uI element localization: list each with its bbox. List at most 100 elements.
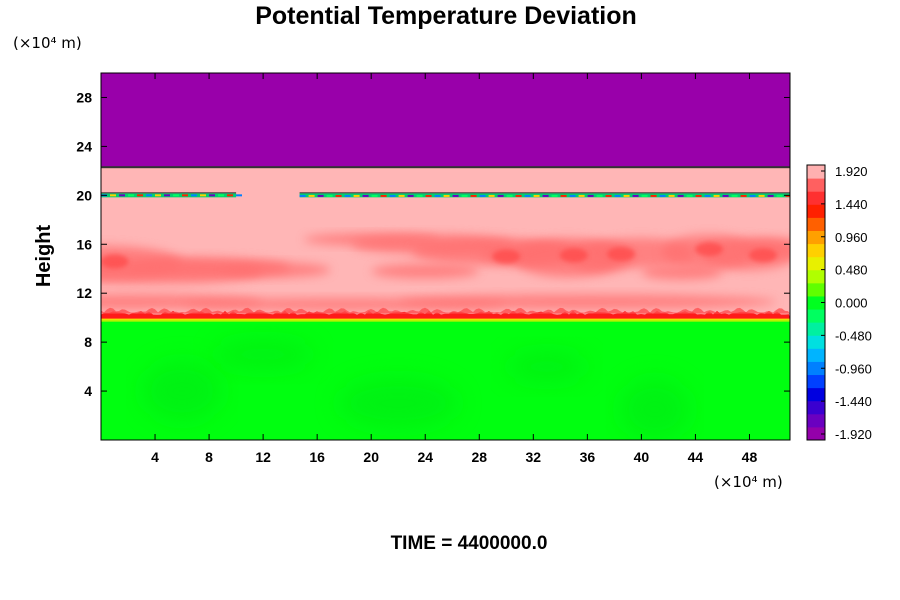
y-tick-label: 12 bbox=[76, 285, 92, 301]
band-streak bbox=[371, 194, 378, 197]
y-tick-label: 28 bbox=[76, 89, 92, 105]
colorbar-swatch bbox=[807, 348, 825, 362]
band-streak bbox=[740, 194, 747, 197]
band-streak bbox=[677, 194, 684, 197]
band-edge-0 bbox=[101, 192, 237, 194]
x-tick-label: 16 bbox=[309, 449, 325, 465]
band-streak bbox=[641, 194, 648, 197]
band-streak bbox=[164, 194, 170, 197]
band-streak bbox=[209, 194, 215, 197]
y-axis-ticks: 4 8 12 16 20 24 28 bbox=[76, 89, 790, 399]
band-streak bbox=[452, 194, 459, 197]
band-streak bbox=[695, 194, 702, 197]
band-streak bbox=[398, 194, 405, 197]
warm-core-1 bbox=[559, 248, 588, 263]
band-streak bbox=[155, 194, 161, 197]
y-tick-label: 20 bbox=[76, 187, 92, 203]
colorbar-swatch bbox=[807, 309, 825, 323]
colorbar-swatch bbox=[807, 335, 825, 349]
band-streak bbox=[560, 194, 567, 197]
colorbar: 1.920 1.440 0.960 0.480 0.000 -0.480 -0.960 -1.… bbox=[806, 164, 872, 442]
band-streak bbox=[425, 194, 432, 197]
band-streak bbox=[227, 194, 233, 197]
colorbar-tick-label: 1.440 bbox=[835, 197, 868, 212]
colorbar-swatch bbox=[807, 295, 825, 310]
band-streak bbox=[659, 194, 666, 197]
band-streak bbox=[182, 194, 188, 197]
band-streak bbox=[731, 194, 738, 197]
band-streak bbox=[362, 194, 369, 197]
band-streak bbox=[119, 194, 125, 197]
x-tick-label: 36 bbox=[580, 449, 596, 465]
x-tick-label: 44 bbox=[688, 449, 704, 465]
x-tick-label: 40 bbox=[634, 449, 650, 465]
y-tick-label: 8 bbox=[84, 334, 92, 350]
band-streak bbox=[767, 194, 774, 197]
band-streak bbox=[614, 194, 621, 197]
x-tick-label: 20 bbox=[363, 449, 379, 465]
colorbar-swatch bbox=[807, 400, 825, 415]
chart-title: Potential Temperature Deviation bbox=[255, 2, 637, 30]
band-streak bbox=[299, 194, 306, 197]
band-streak bbox=[218, 194, 224, 197]
colorbar-swatch bbox=[807, 282, 825, 297]
top-boundary bbox=[101, 166, 790, 169]
warm-core-0 bbox=[101, 254, 129, 269]
colorbar-tick-label: 1.920 bbox=[835, 164, 868, 179]
band-streak bbox=[713, 194, 720, 197]
x-tick-label: 4 bbox=[151, 449, 159, 465]
band-streak bbox=[632, 194, 639, 197]
x-tick-label: 8 bbox=[205, 449, 213, 465]
heatmap-field bbox=[101, 73, 790, 440]
y-unit-label: (×10⁴ m) bbox=[13, 34, 82, 52]
band-streak bbox=[236, 194, 242, 197]
colorbar-swatch bbox=[807, 243, 825, 258]
band-streak bbox=[578, 194, 585, 197]
warm-core-4 bbox=[607, 247, 636, 262]
y-axis-label: Height bbox=[33, 225, 55, 288]
warm-patch-18 bbox=[398, 294, 777, 310]
band-streak bbox=[191, 194, 197, 197]
band-streak bbox=[308, 194, 315, 197]
plot-frame bbox=[100, 72, 791, 441]
colorbar-swatch bbox=[807, 230, 825, 245]
band-streak bbox=[326, 194, 333, 197]
y-tick-label: 16 bbox=[76, 236, 92, 252]
y-tick-label: 24 bbox=[76, 138, 92, 154]
band-streak bbox=[335, 194, 342, 197]
x-tick-label: 12 bbox=[255, 449, 271, 465]
colorbar-swatch bbox=[807, 387, 825, 402]
band-streak bbox=[776, 194, 783, 197]
colorbar-swatch bbox=[807, 178, 825, 192]
band-streak bbox=[785, 194, 790, 197]
warm-patch-14 bbox=[371, 263, 480, 279]
band-streak bbox=[497, 194, 504, 197]
lower-variation-1 bbox=[338, 378, 459, 429]
band-streak bbox=[686, 194, 693, 197]
band-streak bbox=[488, 194, 495, 197]
band-streak bbox=[443, 194, 450, 197]
lower-variation-3 bbox=[213, 339, 314, 370]
band-streak bbox=[533, 194, 540, 197]
band-streak bbox=[389, 194, 396, 197]
band-streak bbox=[749, 194, 756, 197]
band-streak bbox=[596, 194, 603, 197]
band-streak bbox=[551, 194, 558, 197]
x-tick-label: 32 bbox=[526, 449, 542, 465]
band-streak bbox=[722, 194, 729, 197]
band-streak bbox=[416, 194, 423, 197]
warm-core-2 bbox=[694, 242, 723, 257]
interface-lime bbox=[101, 319, 790, 322]
colorbar-swatch bbox=[807, 256, 825, 271]
band-streak bbox=[137, 194, 143, 197]
band-streak bbox=[128, 194, 134, 197]
warm-patch-15 bbox=[641, 265, 723, 280]
band-streak bbox=[704, 194, 711, 197]
band-streak bbox=[434, 194, 441, 197]
colorbar-swatch bbox=[807, 361, 825, 376]
band-streak bbox=[506, 194, 513, 197]
x-tick-label: 48 bbox=[742, 449, 758, 465]
warm-core-3 bbox=[492, 249, 521, 264]
band-streak bbox=[173, 194, 179, 197]
